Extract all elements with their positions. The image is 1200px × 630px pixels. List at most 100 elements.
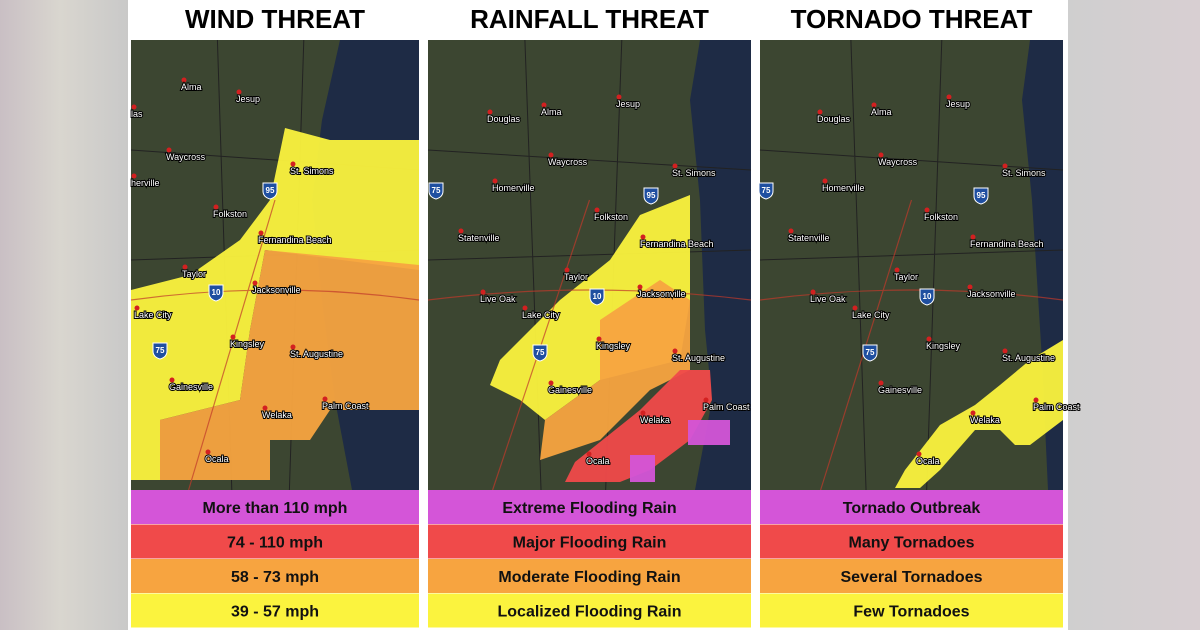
highway-number: 95 — [647, 191, 656, 200]
highway-shield — [919, 288, 935, 306]
city-label: St. Simons — [1002, 168, 1046, 178]
city-dot — [522, 305, 528, 311]
threat-zone — [895, 340, 1063, 488]
highway-number: 95 — [266, 186, 275, 195]
highway-number: 10 — [923, 292, 932, 301]
city-label: Taylor — [564, 272, 588, 282]
city-label: Live Oak — [810, 294, 846, 304]
city-label: Douglas — [817, 114, 851, 124]
threat-zone — [688, 420, 730, 445]
city-label: Folkston — [594, 212, 628, 222]
city-label: Welaka — [262, 410, 292, 420]
city-label: St. Augustine — [290, 349, 343, 359]
legend-label: Many Tornadoes — [849, 535, 975, 552]
city-label: Palm Coast — [1033, 402, 1080, 412]
threat-panel: RAINFALL THREAT Douglas Alma Jesup Waycross S… — [427, 4, 752, 628]
legend-label: Major Flooding Rain — [513, 535, 667, 552]
city-label: Lake City — [522, 310, 560, 320]
city-dot — [967, 284, 973, 290]
city-dot — [131, 173, 137, 179]
city-dot — [946, 94, 952, 100]
city-label: Fernandina Beach — [258, 235, 332, 245]
threat-panel: WIND THREAT las Alma Jesup Waycross St. Simon… — [130, 4, 420, 628]
city-dot — [230, 334, 236, 340]
city-dot — [262, 405, 268, 411]
city-dot — [169, 377, 175, 383]
panel-title: TORNADO THREAT — [791, 4, 1033, 34]
highway-shield — [758, 182, 774, 200]
city-label: Jacksonville — [252, 285, 301, 295]
legend-swatch — [428, 524, 751, 559]
highway-number: 10 — [212, 288, 221, 297]
city-label: Ocala — [205, 454, 229, 464]
city-dot — [1002, 163, 1008, 169]
highway-shield — [862, 344, 878, 362]
legend-swatch — [131, 524, 419, 559]
city-label: Kingsley — [926, 341, 961, 351]
legend-swatch — [131, 593, 419, 628]
city-dot — [480, 289, 486, 295]
highway-number: 95 — [977, 191, 986, 200]
city-dot — [213, 204, 219, 210]
city-label: St. Augustine — [672, 353, 725, 363]
city-dot — [878, 380, 884, 386]
legend-swatch — [428, 593, 751, 628]
city-dot — [640, 234, 646, 240]
city-dot — [290, 161, 296, 167]
city-dot — [640, 410, 646, 416]
legend-swatch — [428, 490, 751, 524]
legend-label: Extreme Flooding Rain — [502, 500, 676, 517]
city-dot — [181, 77, 187, 83]
city-label: Jesup — [616, 99, 640, 109]
threat-zone — [131, 128, 419, 480]
highway-shield — [152, 342, 168, 360]
city-dot — [492, 178, 498, 184]
city-label: Jesup — [946, 99, 970, 109]
panel-title: RAINFALL THREAT — [470, 4, 709, 34]
city-dot — [458, 228, 464, 234]
legend-label: Several Tornadoes — [841, 569, 983, 586]
city-dot — [788, 228, 794, 234]
city-dot — [810, 289, 816, 295]
city-label: Fernandina Beach — [970, 239, 1044, 249]
legend-label: Localized Flooding Rain — [498, 604, 682, 621]
city-dot — [322, 396, 328, 402]
city-label: las — [131, 109, 143, 119]
legend-swatch — [760, 559, 1063, 593]
city-label: Waycross — [548, 157, 588, 167]
county-lines — [427, 39, 752, 491]
highway-shield — [262, 182, 278, 200]
city-dot — [548, 152, 554, 158]
legend-label: 39 - 57 mph — [231, 604, 319, 621]
legend-swatch — [131, 559, 419, 593]
city-label: Homerville — [492, 183, 535, 193]
city-label: Gainesville — [169, 382, 213, 392]
city-label: Jesup — [236, 94, 260, 104]
city-dot — [916, 451, 922, 457]
city-label: St. Augustine — [1002, 353, 1055, 363]
legend-swatch — [428, 559, 751, 593]
city-label: Ocala — [586, 456, 610, 466]
city-dot — [703, 397, 709, 403]
city-label: Alma — [181, 82, 202, 92]
highway-number: 75 — [432, 186, 441, 195]
city-dot — [637, 284, 643, 290]
city-dot — [586, 451, 592, 457]
city-dot — [871, 102, 877, 108]
highway-number: 75 — [536, 348, 545, 357]
threat-zone — [630, 455, 655, 482]
city-label: Folkston — [213, 209, 247, 219]
city-label: Lake City — [852, 310, 890, 320]
city-label: Homerville — [822, 183, 865, 193]
city-label: Jacksonville — [967, 289, 1016, 299]
city-dot — [1033, 397, 1039, 403]
city-dot — [131, 104, 137, 110]
legend-label: Few Tornadoes — [853, 604, 969, 621]
city-dot — [236, 89, 242, 95]
city-dot — [134, 305, 140, 311]
city-label: Waycross — [878, 157, 918, 167]
city-dot — [1002, 348, 1008, 354]
city-dot — [672, 163, 678, 169]
